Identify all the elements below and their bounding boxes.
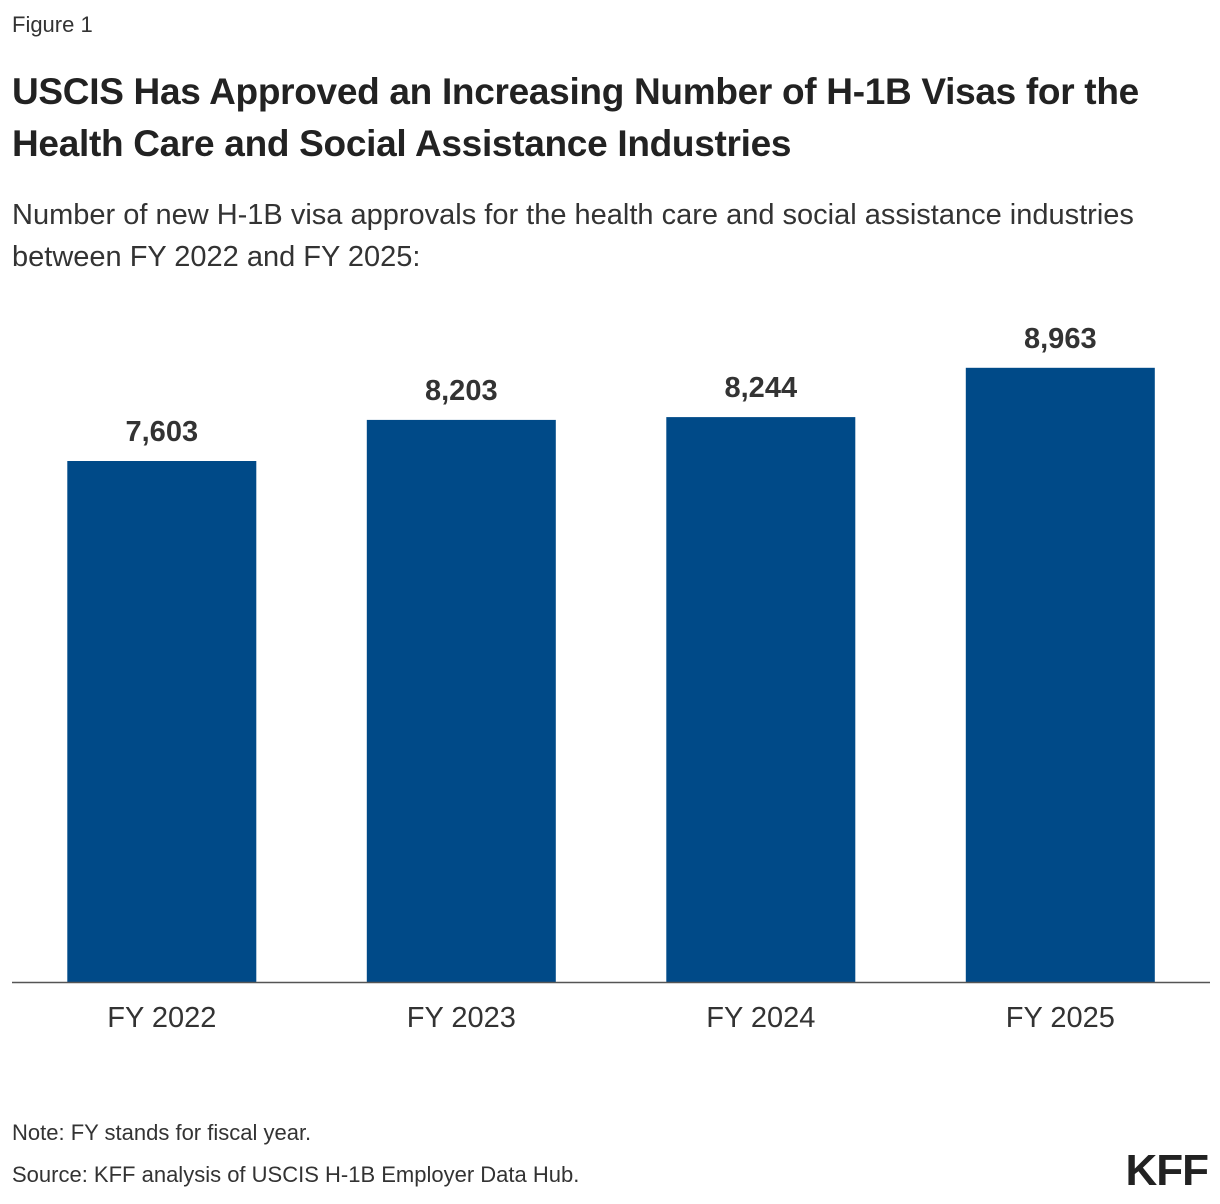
category-label: FY 2022 xyxy=(107,1002,216,1034)
value-label: 8,963 xyxy=(1024,323,1097,355)
chart-source: Source: KFF analysis of USCIS H-1B Emplo… xyxy=(12,1162,580,1187)
bar-fy-2023 xyxy=(366,419,556,982)
bars-layer xyxy=(67,367,1155,983)
bar-fy-2024 xyxy=(666,417,856,983)
value-labels-layer: 7,603 8,203 8,244 8,963 xyxy=(126,323,1097,448)
category-label: FY 2024 xyxy=(706,1002,815,1034)
value-label: 8,203 xyxy=(425,375,498,407)
kff-logo: KFF xyxy=(1125,1146,1209,1195)
chart-subtitle: Number of new H-1B visa approvals for th… xyxy=(12,199,1134,273)
figure-label: Figure 1 xyxy=(12,12,93,37)
category-label: FY 2023 xyxy=(407,1002,516,1034)
category-label: FY 2025 xyxy=(1006,1002,1115,1034)
value-label: 8,244 xyxy=(725,372,798,404)
chart-title: USCIS Has Approved an Increasing Number … xyxy=(12,71,1139,164)
category-labels-layer: FY 2022 FY 2023 FY 2024 FY 2025 xyxy=(107,1002,1115,1034)
bar-fy-2022 xyxy=(67,461,257,982)
chart-note: Note: FY stands for fiscal year. xyxy=(12,1120,312,1145)
value-label: 7,603 xyxy=(126,416,199,448)
bar-fy-2025 xyxy=(965,367,1155,982)
